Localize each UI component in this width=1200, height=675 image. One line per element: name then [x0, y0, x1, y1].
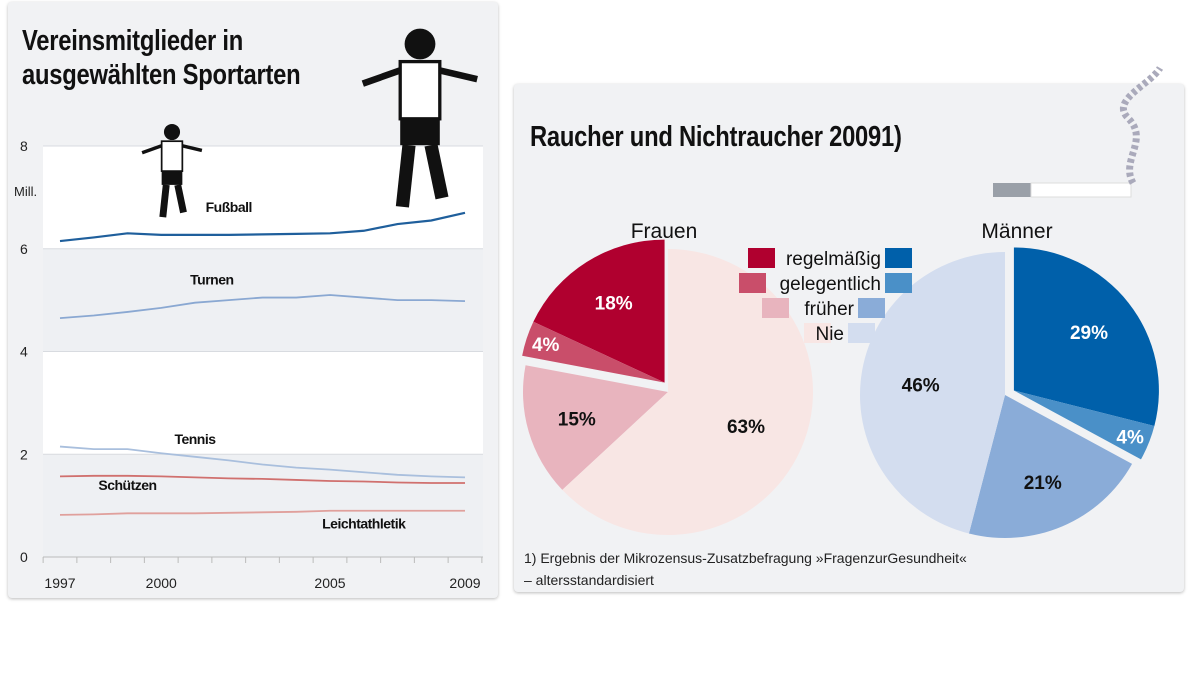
pie-slice-Frauen-gelegentlich — [522, 321, 665, 383]
pie-data-label: 4% — [1116, 427, 1144, 448]
x-tick-label: 2009 — [449, 575, 480, 591]
footnote: 1) Ergebnis der Mikrozensus-Zusatzbefrag… — [524, 550, 967, 566]
series-label: Turnen — [190, 272, 233, 288]
legend-swatch-maenner — [885, 273, 912, 293]
plot-band — [43, 454, 483, 557]
plot-band — [43, 351, 483, 455]
pie-data-label: 46% — [902, 375, 940, 396]
series-line-Fußball — [59, 211, 466, 243]
series-label: Tennis — [174, 431, 216, 447]
y-tick-label: 4 — [20, 344, 28, 360]
y-tick-label: 2 — [20, 446, 28, 462]
legend-label: regelmäßig — [786, 249, 881, 270]
series-line-Tennis — [59, 445, 466, 479]
pie-slice-Frauen-früher — [523, 365, 668, 490]
footnote-2: – altersstandardisiert — [524, 572, 654, 588]
y-tick-label: 6 — [20, 241, 28, 257]
y-tick-label: 8 — [20, 138, 28, 154]
legend-label: Nie — [815, 324, 844, 345]
pie-data-label: 4% — [532, 335, 560, 356]
x-tick-label: 2000 — [146, 575, 177, 591]
smoke-icon — [1119, 65, 1164, 185]
pie-slice-Männer-regelmäßig — [1013, 247, 1159, 427]
chart-title: Raucher und Nichtraucher 20091) — [530, 121, 902, 153]
title-line-1: Vereinsmitglieder in — [22, 25, 244, 57]
pie-slice-Männer-Nie — [860, 252, 1005, 534]
x-tick-label: 1997 — [44, 575, 75, 591]
pie-slice-Frauen-Nie — [562, 249, 813, 535]
pie-data-label: 63% — [727, 417, 765, 438]
pie-slice-Männer-früher — [968, 395, 1133, 538]
pie-title: Männer — [981, 220, 1052, 243]
y-tick-label: 0 — [20, 549, 28, 565]
chart-title: Vereinsmitglieder in ausgewählten Sporta… — [22, 24, 301, 92]
pie-data-label: 18% — [595, 293, 633, 314]
legend-swatch-frauen — [748, 248, 775, 268]
series-line-Schützen — [59, 474, 465, 484]
pie-slice-Männer-gelegentlich — [1013, 390, 1155, 460]
legend-label: früher — [804, 299, 854, 320]
legend-swatch-frauen — [804, 323, 831, 343]
football-player-small-icon — [141, 123, 203, 218]
series-label: Schützen — [98, 477, 156, 493]
legend-label: gelegentlich — [780, 274, 881, 295]
pie-data-label: 29% — [1070, 323, 1108, 344]
pie-data-label: 15% — [558, 410, 596, 431]
series-label: Leichtathletik — [322, 516, 406, 532]
pie-data-label: 21% — [1024, 473, 1062, 494]
series-line-Turnen — [59, 294, 466, 320]
y-unit-label: Mill. — [14, 184, 37, 199]
pie-slice-Frauen-regelmäßig — [533, 239, 665, 383]
x-tick-label: 2005 — [314, 575, 345, 591]
cigarette-filter-icon — [993, 183, 1031, 197]
cigarette-icon — [1030, 182, 1132, 198]
football-player-large-icon — [361, 28, 478, 208]
legend-swatch-maenner — [858, 298, 885, 318]
legend-swatch-maenner — [848, 323, 875, 343]
legend-swatch-frauen — [762, 298, 789, 318]
pie-title: Frauen — [631, 220, 698, 243]
legend-swatch-maenner — [885, 248, 912, 268]
legend-swatch-frauen — [739, 273, 766, 293]
title-line-2: ausgewählten Sportarten — [22, 59, 301, 91]
series-line-Leichtathletik — [59, 509, 465, 516]
series-label: Fußball — [206, 199, 252, 215]
